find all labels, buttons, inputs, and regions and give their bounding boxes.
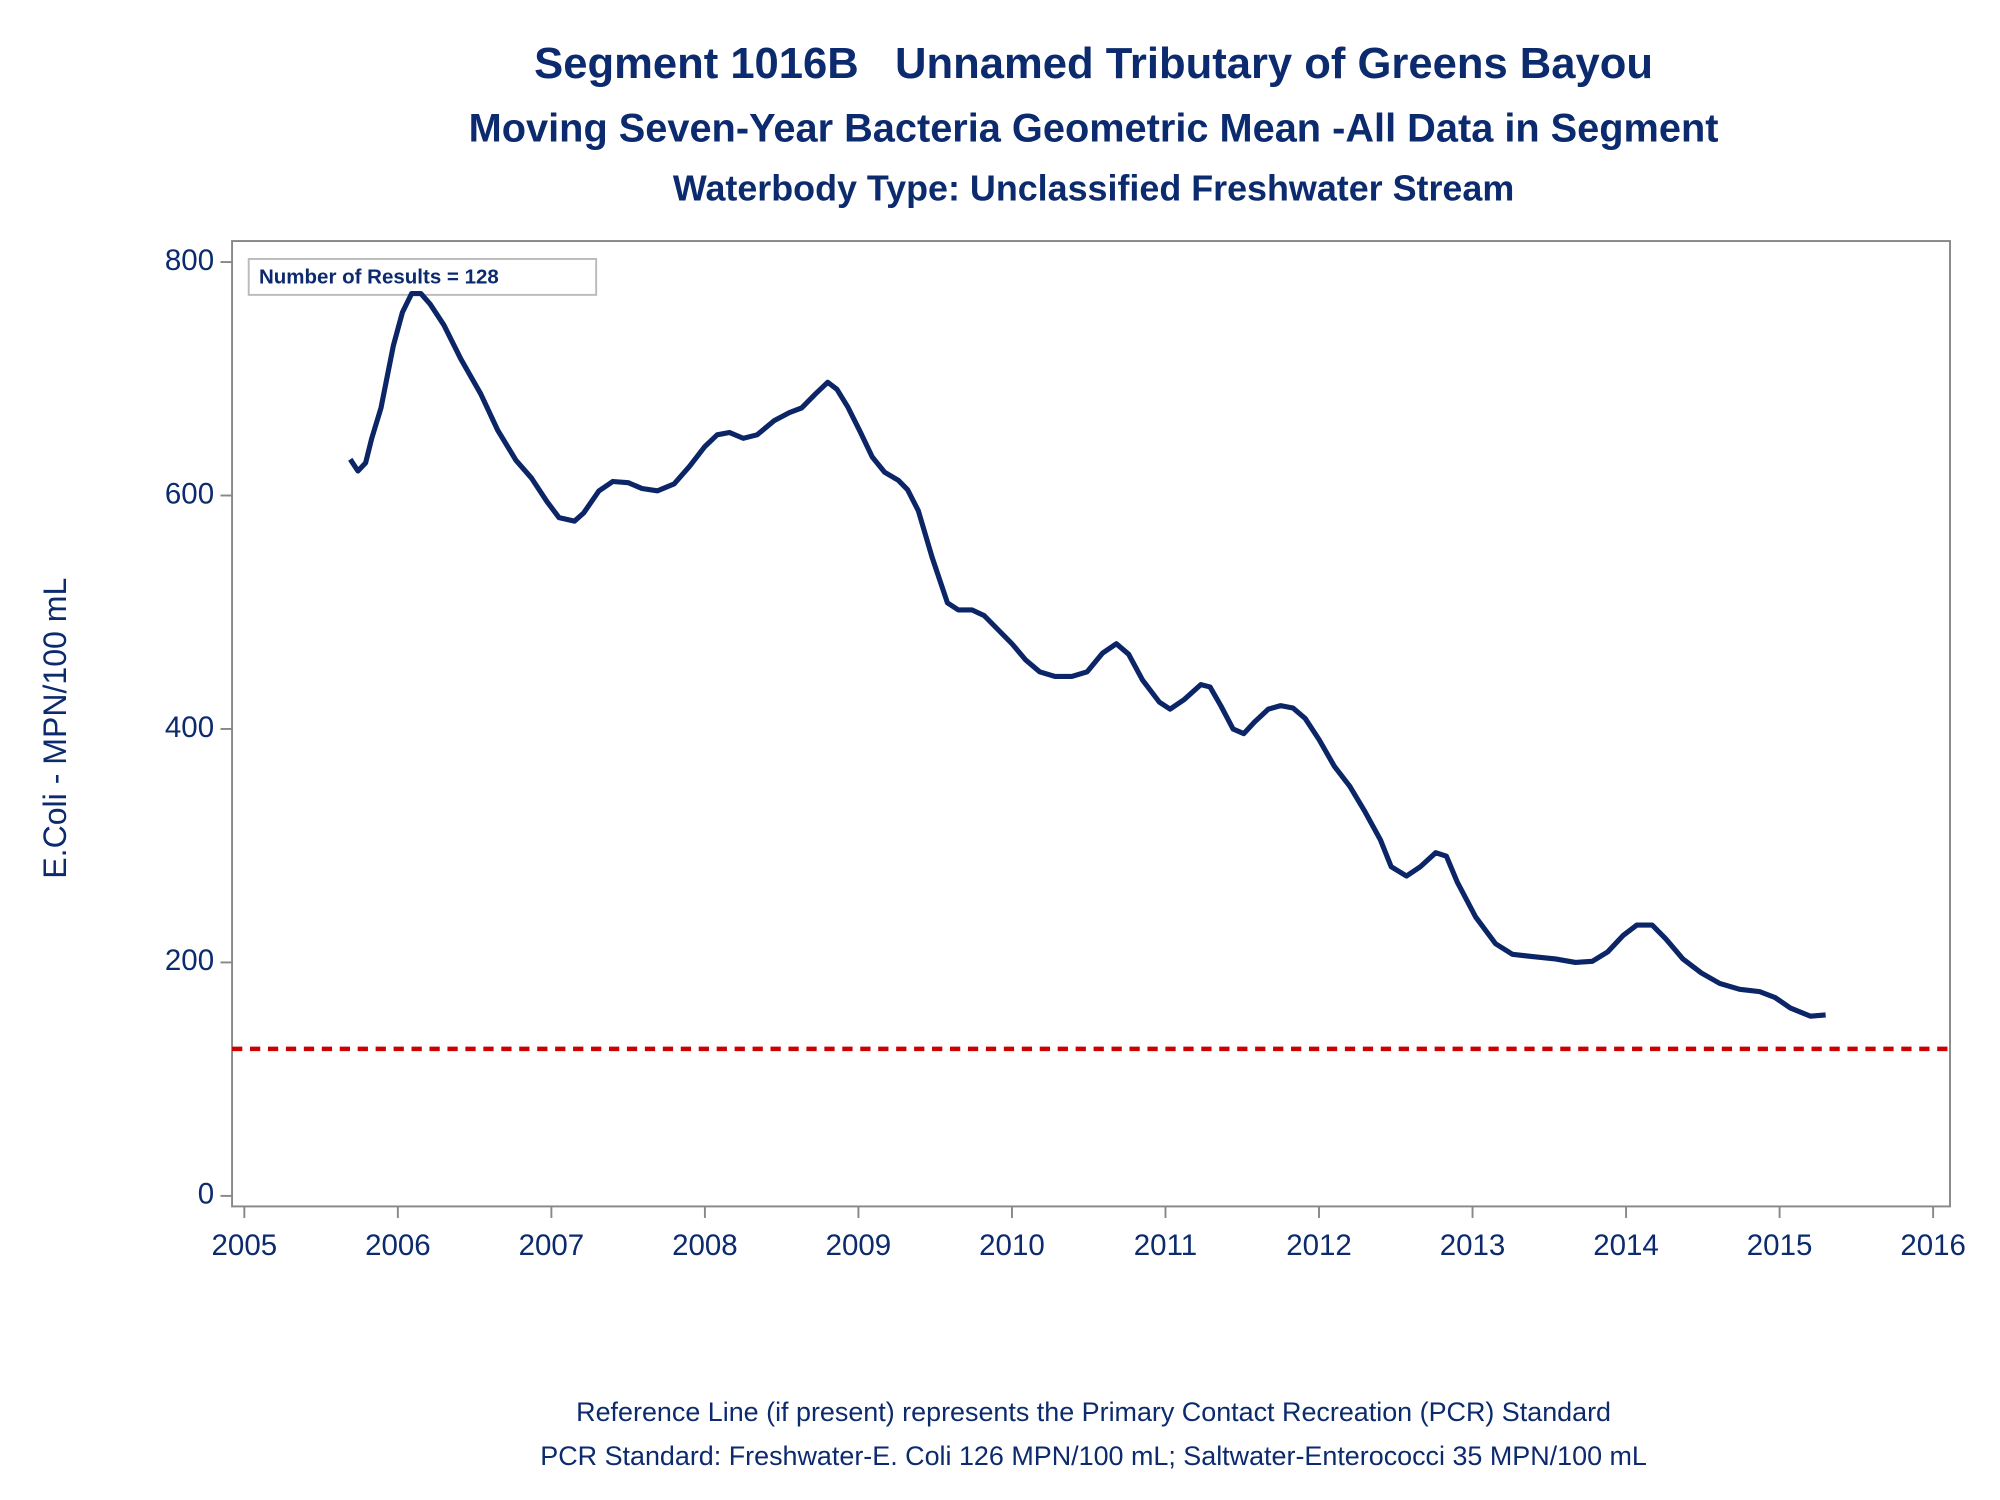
x-tick-label: 2014 <box>1593 1229 1659 1262</box>
x-tick-label: 2008 <box>672 1229 738 1262</box>
footnote: Reference Line (if present) represents t… <box>576 1397 1611 1427</box>
chart-title: Segment 1016B Unnamed Tributary of Green… <box>534 40 1653 88</box>
y-tick-label: 0 <box>198 1178 214 1211</box>
x-tick-label: 2005 <box>212 1229 278 1262</box>
x-tick-label: 2012 <box>1286 1229 1352 1262</box>
x-tick-label: 2010 <box>979 1229 1045 1262</box>
x-tick-label: 2006 <box>365 1229 431 1262</box>
y-axis-label: E.Coli - MPN/100 mL <box>37 578 73 879</box>
x-tick-label: 2009 <box>826 1229 892 1262</box>
x-tick-label: 2015 <box>1747 1229 1813 1262</box>
x-tick-label: 2013 <box>1440 1229 1506 1262</box>
y-tick-label: 800 <box>165 244 214 277</box>
annotation-box <box>247 258 598 296</box>
y-tick-label: 200 <box>165 944 214 977</box>
chart-subtitle: Moving Seven-Year Bacteria Geometric Mea… <box>469 106 1719 150</box>
x-tick-label: 2011 <box>1134 1229 1197 1262</box>
x-tick-label: 2016 <box>1900 1229 1966 1262</box>
data-line <box>348 290 1826 1019</box>
y-tick-label: 600 <box>165 477 214 510</box>
x-tick-label: 2007 <box>519 1229 585 1262</box>
chart-subtitle: Waterbody Type: Unclassified Freshwater … <box>673 169 1514 209</box>
plot-frame <box>231 240 1951 1208</box>
y-tick-label: 400 <box>165 711 214 744</box>
annotation: Number of Results = 128 <box>259 266 499 289</box>
footnote: PCR Standard: Freshwater-E. Coli 126 MPN… <box>540 1441 1647 1471</box>
